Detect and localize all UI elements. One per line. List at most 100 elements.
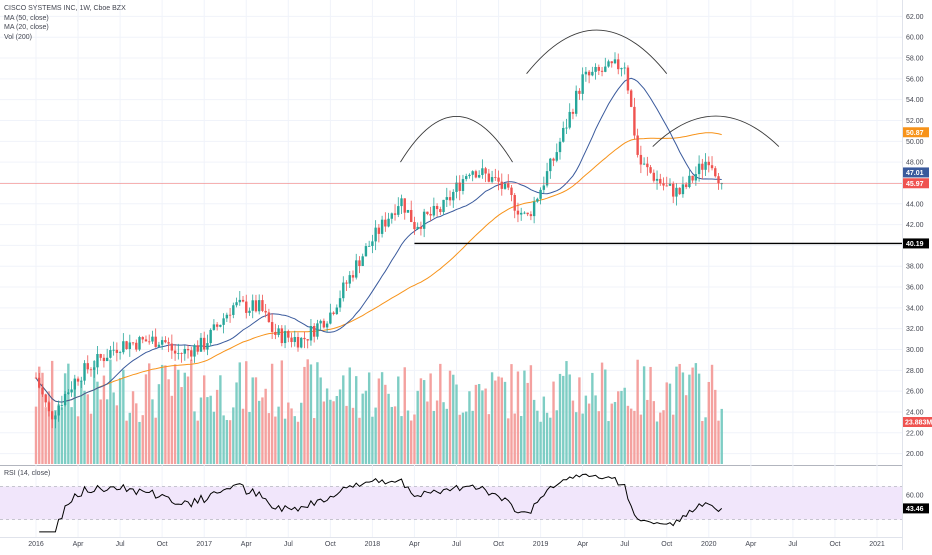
candle-body [63,393,67,406]
volume-bar [403,367,406,464]
volume-bar [442,402,445,464]
volume-bar [620,390,623,464]
candle [41,383,44,398]
candle-body [481,168,484,176]
candle-body [93,367,96,370]
candle-body [287,331,290,338]
time-tick-label: Jul [284,541,293,548]
legend-vol[interactable]: Vol (200) [4,33,33,41]
candle [626,65,630,94]
legend-ma50[interactable]: MA (50, close) [4,14,49,22]
candle-body [374,227,377,242]
candle-body [659,178,662,184]
candle [270,313,274,339]
volume-bar [419,378,423,464]
ma20-line [35,77,722,403]
price-tick-label: 38.00 [906,264,924,271]
candle-body [710,165,714,169]
volume-bar [316,362,319,464]
volume-bar [96,381,99,464]
candle [358,256,361,274]
time-tick-label: Apr [745,541,757,548]
candle-body [697,163,701,175]
volume-bar [283,418,287,464]
candle [296,332,300,352]
candle-body [238,299,241,303]
candle [300,336,303,349]
volume-bar [516,371,520,464]
volume-bar [720,408,723,464]
volume-bar [232,407,235,464]
rsi-legend[interactable]: RSI (14, close) [4,470,51,477]
volume-bar [694,363,698,464]
candle-body [50,411,54,420]
volume-bar [99,399,102,464]
volume-bar [594,395,597,464]
candle-body [89,369,93,371]
candle-body [70,389,73,393]
candle-body [60,405,64,406]
candle [701,158,704,180]
candle-body [426,211,429,214]
volume-bar [574,412,578,464]
candle [477,170,481,179]
candle [183,345,186,361]
candle [50,410,54,429]
candle-body [545,171,549,186]
legend-ma20[interactable]: MA (20, close) [4,24,49,31]
rsi-tag: 43.46 [903,503,929,514]
volume-bar [633,410,636,464]
candle-body [193,345,196,357]
candle-body [471,171,474,175]
candle-body [122,341,125,353]
candle-body [607,61,610,67]
candle [688,170,691,189]
candle-body [196,345,199,352]
candle [261,294,264,313]
candle [604,57,607,73]
candle [555,143,558,163]
volume-bar [487,414,491,464]
volume-bar [610,403,613,464]
legend-title[interactable]: CISCO SYSTEMS INC, 1W, Cboe BZX [4,5,126,12]
volume-bar [73,380,77,464]
volume-bar [497,376,500,464]
volume-bar [222,415,225,464]
volume-bar [461,412,465,464]
candle-body [358,260,361,267]
candle [659,173,662,186]
volume-bar [80,381,83,464]
candle-body [300,337,303,348]
volume-bar [507,418,510,464]
volume-bar [500,377,503,464]
time-tick-label: Jul [116,541,125,548]
candle [96,345,99,375]
volume-bar [303,366,306,464]
volume-tag: 23.883M [903,417,932,427]
candle-body [125,341,128,350]
candle [173,344,177,361]
candle-body [562,127,565,142]
candle-body [345,282,348,284]
candle-body [574,90,578,114]
time-tick-label: Jul [452,541,461,548]
candle-body [510,187,513,196]
candle-body [351,275,355,278]
volume-bar [465,411,468,464]
candle-body [507,183,510,188]
candle-body [613,59,617,64]
candle [206,334,209,356]
volume-bar [293,416,296,464]
candle-body [332,312,335,315]
candle [157,341,161,348]
candle-body [254,300,258,312]
candle-body [649,167,652,173]
candle-body [581,74,584,94]
volume-bar [413,414,416,464]
candle [429,206,432,221]
candle [93,360,96,378]
candle-body [206,343,209,350]
volume-bar [526,382,529,464]
candle-body [261,300,264,311]
